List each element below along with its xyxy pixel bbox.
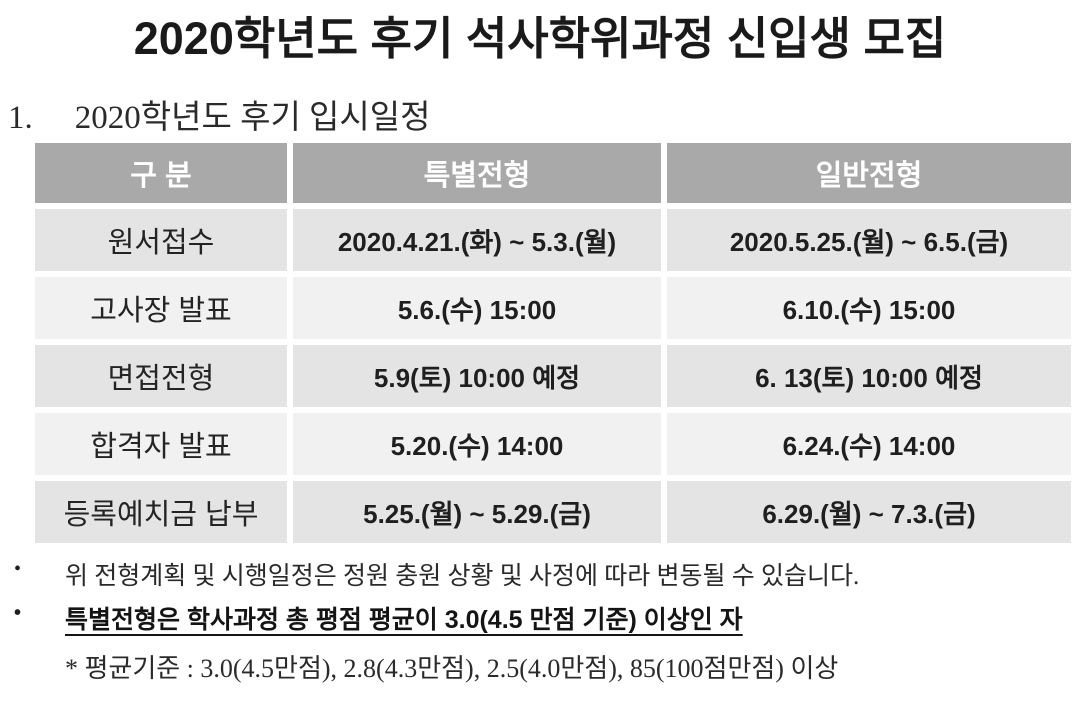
table-row-label: 면접전형 bbox=[35, 345, 287, 407]
bullet-icon: • bbox=[14, 602, 22, 624]
page-title: 2020학년도 후기 석사학위과정 신입생 모집 bbox=[133, 13, 947, 64]
note-gpa-criteria: * 평균기준 : 3.0(4.5만점), 2.8(4.3만점), 2.5(4.0… bbox=[65, 654, 839, 683]
table-cell-special: 5.6.(수) 15:00 bbox=[293, 277, 661, 339]
note-schedule-change: • 위 전형계획 및 시행일정은 정원 충원 상황 및 사정에 따라 변동될 수… bbox=[0, 556, 1060, 592]
table-cell-special: 5.25.(월) ~ 5.29.(금) bbox=[293, 481, 661, 543]
admission-schedule-table: 구 분 특별전형 일반전형 원서접수 2020.4.21.(화) ~ 5.3.(… bbox=[35, 143, 1071, 543]
table-cell-general: 6. 13(토) 10:00 예정 bbox=[667, 345, 1071, 407]
column-header-general: 일반전형 bbox=[667, 143, 1071, 203]
table-row-label: 원서접수 bbox=[35, 209, 287, 271]
table-cell-special: 5.9(토) 10:00 예정 bbox=[293, 345, 661, 407]
table-row-label: 고사장 발표 bbox=[35, 277, 287, 339]
bullet-icon: • bbox=[14, 558, 22, 580]
column-header-category: 구 분 bbox=[35, 143, 287, 203]
table-cell-general: 6.10.(수) 15:00 bbox=[667, 277, 1071, 339]
table-cell-general: 6.29.(월) ~ 7.3.(금) bbox=[667, 481, 1071, 543]
table-row-label: 등록예치금 납부 bbox=[35, 481, 287, 543]
table-cell-general: 2020.5.25.(월) ~ 6.5.(금) bbox=[667, 209, 1071, 271]
table-cell-special: 2020.4.21.(화) ~ 5.3.(월) bbox=[293, 209, 661, 271]
note-text: 특별전형은 학사과정 총 평점 평균이 3.0(4.5 만점 기준) 이상인 자 bbox=[65, 606, 743, 634]
note-special-requirement: • 특별전형은 학사과정 총 평점 평균이 3.0(4.5 만점 기준) 이상인… bbox=[0, 600, 1060, 636]
section-title: 2020학년도 후기 입시일정 bbox=[74, 100, 431, 136]
section-heading: 1. 2020학년도 후기 입시일정 bbox=[8, 90, 431, 138]
column-header-special: 특별전형 bbox=[293, 143, 661, 203]
table-row-label: 합격자 발표 bbox=[35, 413, 287, 475]
note-text: 위 전형계획 및 시행일정은 정원 충원 상황 및 사정에 따라 변동될 수 있… bbox=[65, 563, 860, 590]
section-number: 1. bbox=[8, 100, 33, 136]
table-cell-general: 6.24.(수) 14:00 bbox=[667, 413, 1071, 475]
table-cell-special: 5.20.(수) 14:00 bbox=[293, 413, 661, 475]
